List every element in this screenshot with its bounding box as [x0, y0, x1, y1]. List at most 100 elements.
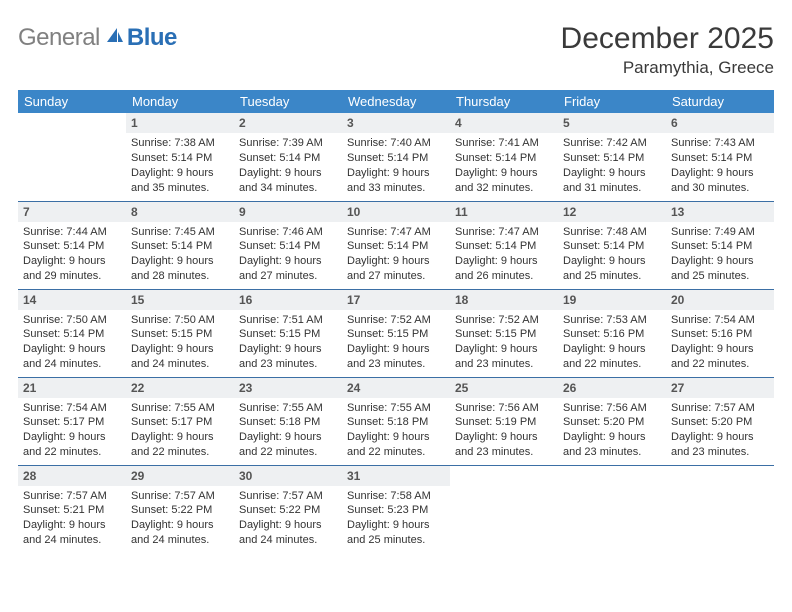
header: General Blue December 2025 Paramythia, G…	[18, 22, 774, 78]
day-number: 20	[666, 290, 774, 310]
calendar-cell: 26Sunrise: 7:56 AMSunset: 5:20 PMDayligh…	[558, 377, 666, 465]
day-number: 22	[126, 378, 234, 398]
day-info: Sunrise: 7:44 AMSunset: 5:14 PMDaylight:…	[18, 222, 126, 288]
calendar-cell: 15Sunrise: 7:50 AMSunset: 5:15 PMDayligh…	[126, 289, 234, 377]
day-number: 17	[342, 290, 450, 310]
location: Paramythia, Greece	[561, 58, 774, 78]
logo: General Blue	[18, 22, 177, 52]
day-number: 2	[234, 113, 342, 133]
calendar-cell: 28Sunrise: 7:57 AMSunset: 5:21 PMDayligh…	[18, 465, 126, 553]
day-number: 10	[342, 202, 450, 222]
day-info: Sunrise: 7:57 AMSunset: 5:22 PMDaylight:…	[234, 486, 342, 552]
day-number: 23	[234, 378, 342, 398]
day-number: 27	[666, 378, 774, 398]
weekday-header: Sunday	[18, 90, 126, 113]
day-number: 15	[126, 290, 234, 310]
title-block: December 2025 Paramythia, Greece	[561, 22, 774, 78]
day-info: Sunrise: 7:39 AMSunset: 5:14 PMDaylight:…	[234, 133, 342, 199]
day-info: Sunrise: 7:38 AMSunset: 5:14 PMDaylight:…	[126, 133, 234, 199]
day-info: Sunrise: 7:51 AMSunset: 5:15 PMDaylight:…	[234, 310, 342, 376]
weekday-header: Saturday	[666, 90, 774, 113]
day-number: 30	[234, 466, 342, 486]
calendar-cell: 11Sunrise: 7:47 AMSunset: 5:14 PMDayligh…	[450, 201, 558, 289]
calendar-cell: 22Sunrise: 7:55 AMSunset: 5:17 PMDayligh…	[126, 377, 234, 465]
day-info: Sunrise: 7:47 AMSunset: 5:14 PMDaylight:…	[342, 222, 450, 288]
calendar-cell: 8Sunrise: 7:45 AMSunset: 5:14 PMDaylight…	[126, 201, 234, 289]
day-info: Sunrise: 7:57 AMSunset: 5:21 PMDaylight:…	[18, 486, 126, 552]
day-info: Sunrise: 7:42 AMSunset: 5:14 PMDaylight:…	[558, 133, 666, 199]
day-info: Sunrise: 7:54 AMSunset: 5:16 PMDaylight:…	[666, 310, 774, 376]
day-info: Sunrise: 7:41 AMSunset: 5:14 PMDaylight:…	[450, 133, 558, 199]
day-number: 18	[450, 290, 558, 310]
day-info: Sunrise: 7:50 AMSunset: 5:14 PMDaylight:…	[18, 310, 126, 376]
day-number: 25	[450, 378, 558, 398]
weekday-header: Tuesday	[234, 90, 342, 113]
calendar-cell: 13Sunrise: 7:49 AMSunset: 5:14 PMDayligh…	[666, 201, 774, 289]
calendar-cell: 29Sunrise: 7:57 AMSunset: 5:22 PMDayligh…	[126, 465, 234, 553]
day-number: 19	[558, 290, 666, 310]
calendar-cell: 20Sunrise: 7:54 AMSunset: 5:16 PMDayligh…	[666, 289, 774, 377]
day-number: 28	[18, 466, 126, 486]
logo-text-blue: Blue	[127, 24, 177, 52]
day-info: Sunrise: 7:48 AMSunset: 5:14 PMDaylight:…	[558, 222, 666, 288]
weekday-header: Wednesday	[342, 90, 450, 113]
day-number: 13	[666, 202, 774, 222]
day-number: 16	[234, 290, 342, 310]
day-info: Sunrise: 7:49 AMSunset: 5:14 PMDaylight:…	[666, 222, 774, 288]
calendar-cell: 9Sunrise: 7:46 AMSunset: 5:14 PMDaylight…	[234, 201, 342, 289]
weekday-header-row: Sunday Monday Tuesday Wednesday Thursday…	[18, 90, 774, 113]
day-number: 6	[666, 113, 774, 133]
day-info: Sunrise: 7:45 AMSunset: 5:14 PMDaylight:…	[126, 222, 234, 288]
day-number: 26	[558, 378, 666, 398]
calendar-cell	[450, 465, 558, 553]
day-number: 8	[126, 202, 234, 222]
day-number: 3	[342, 113, 450, 133]
calendar-week-row: 21Sunrise: 7:54 AMSunset: 5:17 PMDayligh…	[18, 377, 774, 465]
day-number: 21	[18, 378, 126, 398]
day-info: Sunrise: 7:56 AMSunset: 5:19 PMDaylight:…	[450, 398, 558, 464]
calendar-cell	[558, 465, 666, 553]
weekday-header: Friday	[558, 90, 666, 113]
calendar-week-row: 7Sunrise: 7:44 AMSunset: 5:14 PMDaylight…	[18, 201, 774, 289]
calendar-cell: 7Sunrise: 7:44 AMSunset: 5:14 PMDaylight…	[18, 201, 126, 289]
logo-text-gray: General	[18, 24, 100, 52]
weekday-header: Thursday	[450, 90, 558, 113]
day-number: 11	[450, 202, 558, 222]
day-info: Sunrise: 7:55 AMSunset: 5:18 PMDaylight:…	[234, 398, 342, 464]
day-info: Sunrise: 7:55 AMSunset: 5:18 PMDaylight:…	[342, 398, 450, 464]
calendar-cell	[666, 465, 774, 553]
day-info: Sunrise: 7:40 AMSunset: 5:14 PMDaylight:…	[342, 133, 450, 199]
day-number: 12	[558, 202, 666, 222]
calendar-cell: 4Sunrise: 7:41 AMSunset: 5:14 PMDaylight…	[450, 113, 558, 201]
day-info: Sunrise: 7:52 AMSunset: 5:15 PMDaylight:…	[342, 310, 450, 376]
calendar-cell: 18Sunrise: 7:52 AMSunset: 5:15 PMDayligh…	[450, 289, 558, 377]
weekday-header: Monday	[126, 90, 234, 113]
calendar-week-row: 1Sunrise: 7:38 AMSunset: 5:14 PMDaylight…	[18, 113, 774, 201]
calendar-cell	[18, 113, 126, 201]
calendar-cell: 30Sunrise: 7:57 AMSunset: 5:22 PMDayligh…	[234, 465, 342, 553]
day-info: Sunrise: 7:46 AMSunset: 5:14 PMDaylight:…	[234, 222, 342, 288]
day-info: Sunrise: 7:56 AMSunset: 5:20 PMDaylight:…	[558, 398, 666, 464]
day-info: Sunrise: 7:55 AMSunset: 5:17 PMDaylight:…	[126, 398, 234, 464]
calendar-week-row: 14Sunrise: 7:50 AMSunset: 5:14 PMDayligh…	[18, 289, 774, 377]
day-info: Sunrise: 7:53 AMSunset: 5:16 PMDaylight:…	[558, 310, 666, 376]
day-number: 9	[234, 202, 342, 222]
day-info: Sunrise: 7:50 AMSunset: 5:15 PMDaylight:…	[126, 310, 234, 376]
day-number: 24	[342, 378, 450, 398]
day-number: 14	[18, 290, 126, 310]
calendar-table: Sunday Monday Tuesday Wednesday Thursday…	[18, 90, 774, 553]
calendar-cell: 23Sunrise: 7:55 AMSunset: 5:18 PMDayligh…	[234, 377, 342, 465]
day-number: 1	[126, 113, 234, 133]
day-info: Sunrise: 7:43 AMSunset: 5:14 PMDaylight:…	[666, 133, 774, 199]
day-info: Sunrise: 7:57 AMSunset: 5:20 PMDaylight:…	[666, 398, 774, 464]
day-number: 5	[558, 113, 666, 133]
day-info: Sunrise: 7:47 AMSunset: 5:14 PMDaylight:…	[450, 222, 558, 288]
day-info: Sunrise: 7:58 AMSunset: 5:23 PMDaylight:…	[342, 486, 450, 552]
calendar-cell: 10Sunrise: 7:47 AMSunset: 5:14 PMDayligh…	[342, 201, 450, 289]
logo-sail-icon	[104, 26, 124, 51]
day-info: Sunrise: 7:57 AMSunset: 5:22 PMDaylight:…	[126, 486, 234, 552]
day-number: 4	[450, 113, 558, 133]
calendar-cell: 25Sunrise: 7:56 AMSunset: 5:19 PMDayligh…	[450, 377, 558, 465]
day-info: Sunrise: 7:52 AMSunset: 5:15 PMDaylight:…	[450, 310, 558, 376]
calendar-cell: 2Sunrise: 7:39 AMSunset: 5:14 PMDaylight…	[234, 113, 342, 201]
